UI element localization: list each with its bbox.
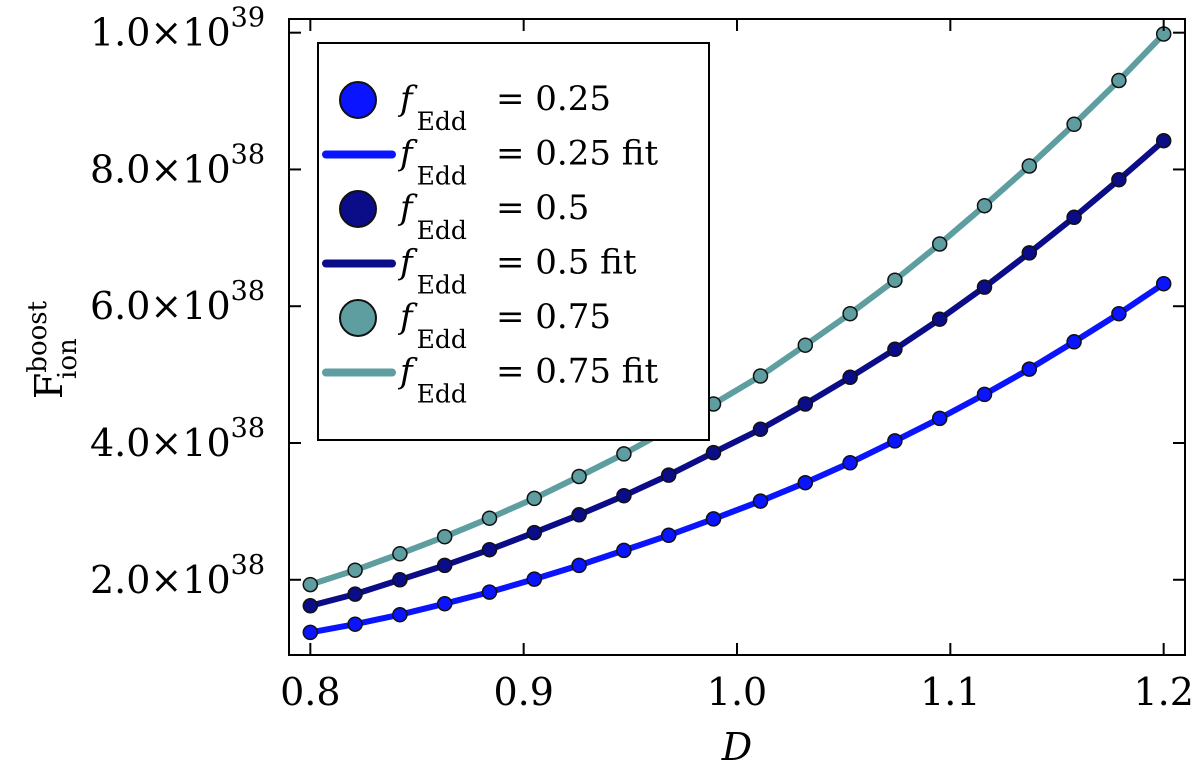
- data-point-s0-18: [1111, 305, 1127, 322]
- data-point-s0-17: [1066, 334, 1082, 350]
- legend-marker-0: [339, 81, 377, 119]
- data-point-s0-10: [752, 493, 769, 509]
- x-axis-title: D: [721, 725, 752, 769]
- y-tick-label-3: 8.0×1038: [90, 139, 265, 191]
- data-point-s2-3: [436, 528, 453, 545]
- data-point-s1-12: [842, 369, 858, 386]
- data-point-s0-2: [392, 606, 408, 623]
- data-point-s0-19: [1155, 275, 1172, 292]
- data-point-s1-6: [571, 507, 587, 523]
- data-point-s2-7: [616, 446, 632, 462]
- data-point-s0-11: [797, 474, 814, 491]
- x-tick-label-3: 1.1: [920, 670, 980, 714]
- data-point-s0-9: [705, 511, 722, 527]
- legend-label-3: fEdd= 0.5 fit: [397, 243, 637, 300]
- data-point-s1-18: [1111, 171, 1127, 188]
- data-point-s1-5: [526, 524, 543, 541]
- data-point-s1-1: [347, 586, 363, 602]
- series-line-1: [307, 137, 1167, 609]
- x-tick-label-4: 1.2: [1133, 670, 1193, 714]
- data-point-s2-15: [976, 197, 993, 214]
- data-point-s0-13: [887, 433, 903, 449]
- data-point-s0-7: [616, 542, 632, 559]
- data-point-s2-1: [347, 562, 363, 578]
- legend-label-2: fEdd= 0.5: [397, 188, 589, 245]
- data-point-s0-0: [302, 624, 319, 641]
- data-point-s0-3: [436, 595, 453, 612]
- data-point-s2-4: [481, 510, 498, 526]
- y-tick-label-1: 4.0×1038: [90, 413, 265, 465]
- data-point-s1-8: [660, 467, 677, 483]
- data-point-s1-9: [705, 444, 722, 461]
- data-point-s1-13: [887, 341, 903, 358]
- data-point-s0-12: [842, 455, 858, 471]
- data-point-s1-16: [1021, 245, 1038, 261]
- y-tick-label-0: 2.0×1038: [90, 550, 265, 602]
- y-axis-title: Fboostion: [23, 300, 83, 399]
- data-point-s2-11: [797, 337, 814, 353]
- data-point-s2-0: [302, 576, 319, 593]
- y-tick-label-4: 1.0×1039: [90, 3, 265, 55]
- data-point-s2-10: [752, 368, 769, 384]
- series-line-2: [307, 31, 1167, 588]
- data-point-s1-19: [1155, 132, 1172, 149]
- data-point-s2-17: [1066, 116, 1082, 133]
- x-tick-label-1: 0.9: [493, 670, 553, 714]
- x-tick-label-0: 0.8: [280, 670, 340, 714]
- legend-marker-4: [339, 299, 377, 337]
- data-point-s0-16: [1021, 361, 1038, 377]
- data-point-s1-4: [481, 541, 498, 558]
- data-point-s1-3: [436, 557, 453, 574]
- legend-label-5: fEdd= 0.75 fit: [397, 352, 658, 409]
- data-point-s0-5: [526, 571, 543, 587]
- legend-label-0: fEdd= 0.25: [397, 79, 611, 136]
- data-point-s1-10: [752, 421, 769, 438]
- x-tick-label-2: 1.0: [707, 670, 767, 714]
- data-point-s2-6: [571, 468, 587, 485]
- data-point-s2-14: [931, 236, 948, 252]
- data-point-s1-7: [616, 487, 632, 504]
- data-point-s0-15: [976, 386, 993, 403]
- data-point-s2-18: [1111, 72, 1127, 89]
- data-point-s2-13: [887, 272, 903, 288]
- data-point-s1-2: [392, 572, 408, 588]
- legend-label-1: fEdd= 0.25 fit: [397, 134, 658, 191]
- data-point-s0-4: [481, 584, 498, 600]
- data-point-s1-11: [797, 396, 814, 412]
- y-tick-label-2: 6.0×1038: [90, 276, 265, 328]
- data-point-s2-12: [842, 305, 858, 322]
- data-point-s0-8: [660, 527, 677, 544]
- data-point-s0-14: [931, 410, 948, 427]
- data-point-s1-0: [302, 598, 319, 614]
- data-point-s2-2: [392, 546, 408, 562]
- legend-label-4: fEdd= 0.75: [397, 297, 611, 354]
- ticks-layer: 0.8 0.9 1.0 1.1 1.2 2.0×1038 4.0×1038 6.0×1038 8…: [90, 3, 1194, 714]
- data-point-s2-16: [1021, 158, 1038, 174]
- data-point-s1-14: [931, 311, 948, 327]
- data-point-s2-5: [526, 490, 543, 507]
- data-point-s0-6: [571, 557, 587, 574]
- data-point-s1-15: [976, 279, 993, 295]
- data-point-s0-1: [347, 616, 363, 632]
- data-point-s1-17: [1066, 209, 1082, 226]
- legend-marker-2: [339, 190, 377, 228]
